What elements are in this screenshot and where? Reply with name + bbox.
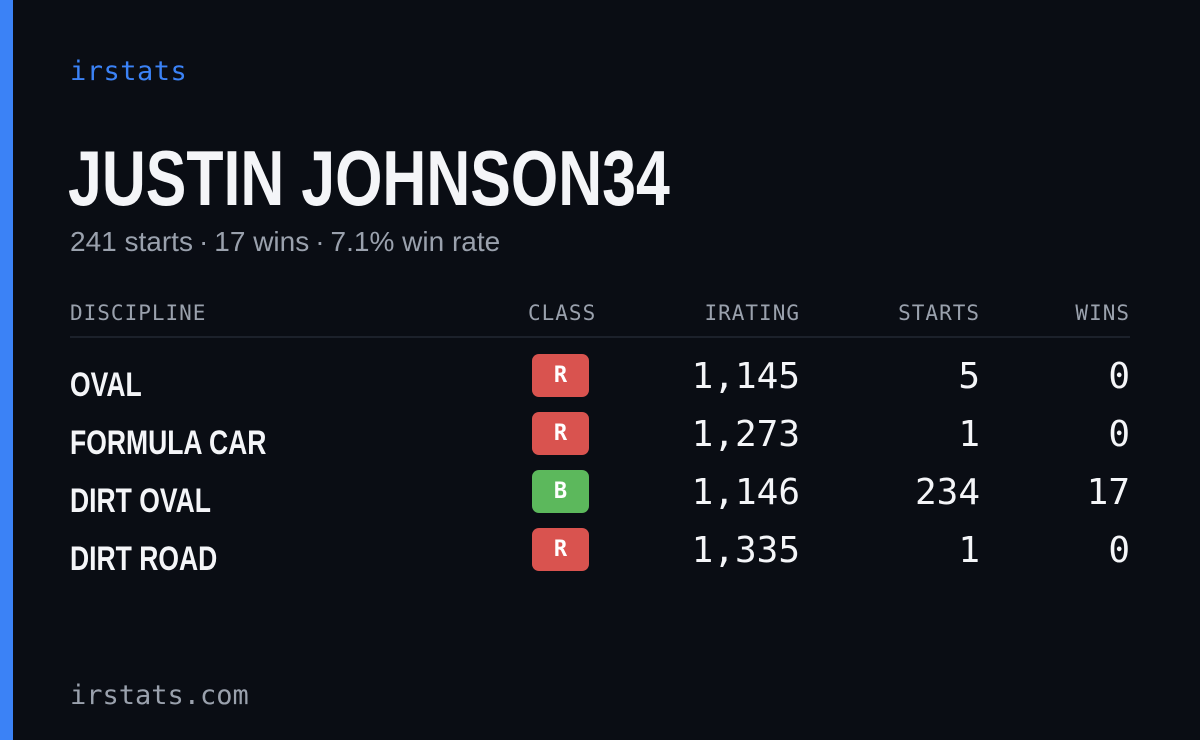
irating-value: 1,335	[691, 530, 800, 571]
table-row: OVAL R 1,145 5 0	[70, 354, 1130, 412]
irating-value: 1,273	[691, 414, 800, 455]
starts-value: 1	[958, 414, 980, 455]
table-header: DISCIPLINE CLASS IRATING STARTS WINS	[70, 296, 1130, 338]
accent-bar	[0, 0, 13, 740]
wins-value: 0	[1108, 356, 1130, 397]
irating-value: 1,146	[691, 472, 800, 513]
header-irating: IRATING	[704, 301, 800, 325]
discipline-table: DISCIPLINE CLASS IRATING STARTS WINS OVA…	[70, 296, 1130, 586]
wins-value: 0	[1108, 530, 1130, 571]
table-row: DIRT OVAL B 1,146 234 17	[70, 470, 1130, 528]
starts-value: 1	[958, 530, 980, 571]
wins-value: 17	[1086, 472, 1130, 513]
header-starts: STARTS	[898, 301, 980, 325]
irating-value: 1,145	[691, 356, 800, 397]
class-badge: R	[532, 412, 589, 455]
class-badge: B	[532, 470, 589, 513]
summary-separator: ·	[315, 226, 325, 257]
starts-value: 5	[958, 356, 980, 397]
class-badge: R	[532, 354, 589, 397]
table-body: OVAL R 1,145 5 0 FORMULA CAR R 1,273 1 0…	[70, 354, 1130, 586]
header-discipline: DISCIPLINE	[70, 301, 207, 325]
summary-separator: ·	[198, 226, 209, 257]
class-badge: R	[532, 528, 589, 571]
table-row: FORMULA CAR R 1,273 1 0	[70, 412, 1130, 470]
career-summary: 241 starts · 17 wins · 7.1% win rate	[70, 226, 500, 258]
wins-value: 0	[1108, 414, 1130, 455]
discipline-name: FORMULA CAR	[70, 424, 267, 462]
table-row: DIRT ROAD R 1,335 1 0	[70, 528, 1130, 586]
header-wins: WINS	[1075, 301, 1130, 325]
discipline-name: OVAL	[70, 366, 142, 404]
summary-win-rate: 7.1% win rate	[330, 226, 501, 257]
brand-logo: irstats	[70, 56, 188, 87]
starts-value: 234	[914, 472, 980, 513]
discipline-name: DIRT OVAL	[70, 482, 211, 520]
discipline-name: DIRT ROAD	[70, 540, 218, 578]
driver-name: JUSTIN JOHNSON34	[68, 134, 670, 222]
summary-starts: 241 starts	[70, 226, 193, 257]
summary-wins: 17 wins	[214, 226, 310, 257]
header-class: CLASS	[528, 301, 597, 325]
footer-site-link[interactable]: irstats.com	[70, 680, 249, 711]
